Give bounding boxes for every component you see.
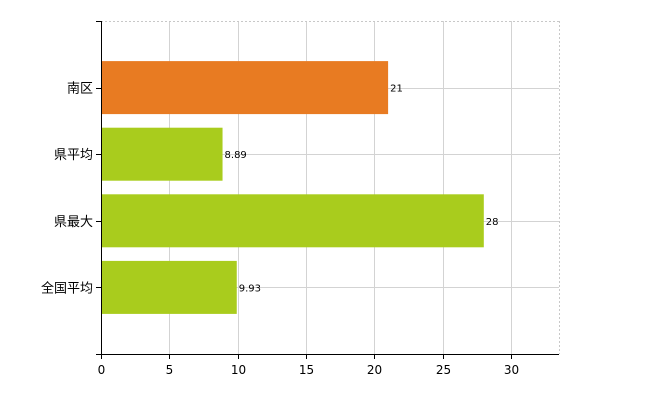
x-tick-label: 20 (367, 363, 382, 377)
x-tick-label: 5 (166, 363, 174, 377)
category-label: 全国平均 (41, 280, 93, 296)
x-tick-label: 10 (231, 363, 246, 377)
axes (96, 21, 559, 359)
category-label: 南区 (67, 81, 93, 97)
data-label: 28 (486, 217, 499, 228)
data-label: 8.89 (225, 150, 247, 161)
x-tick-label: 0 (98, 363, 106, 377)
data-label: 21 (390, 84, 403, 95)
category-label: 県最大 (54, 215, 93, 230)
category-label: 県平均 (54, 148, 93, 163)
x-tick-label: 30 (504, 363, 519, 377)
bar (102, 194, 484, 248)
bars (102, 61, 484, 314)
bar (102, 127, 223, 181)
x-tick-label: 25 (436, 363, 451, 377)
data-label: 9.93 (239, 283, 261, 294)
bar (102, 260, 237, 314)
x-tick-label: 15 (299, 363, 314, 377)
bar (102, 61, 389, 115)
